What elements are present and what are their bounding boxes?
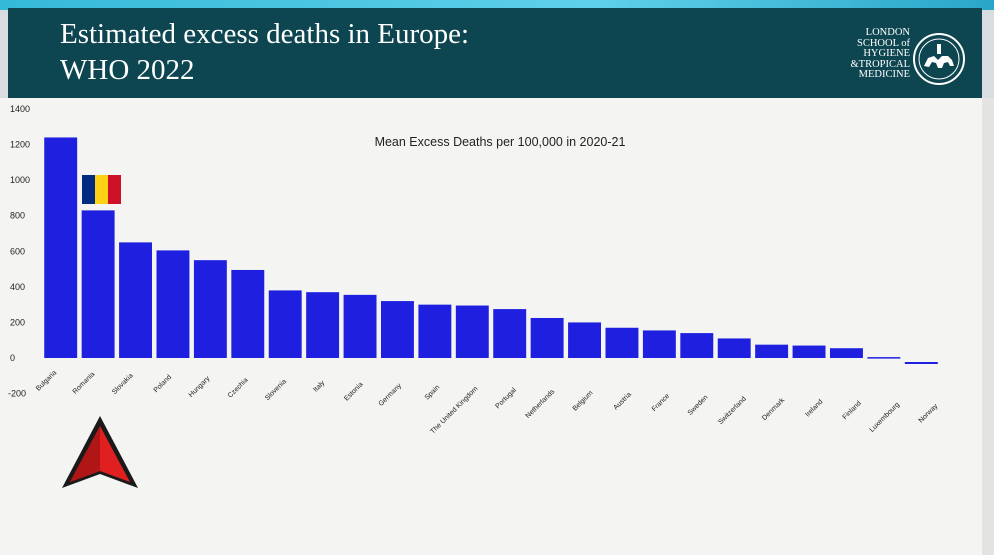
- slide-title-line-1: Estimated excess deaths in Europe:: [60, 18, 470, 50]
- x-category-label: Bulgaria: [35, 369, 58, 392]
- bar-norway: [904, 362, 938, 364]
- bar-belgium: [568, 322, 602, 358]
- bar-poland: [156, 250, 190, 358]
- bar-portugal: [493, 309, 527, 358]
- x-category-label: Hungary: [188, 375, 212, 399]
- slide-header: Estimated excess deaths in Europe: WHO 2…: [8, 8, 982, 98]
- logo-line: MEDICINE: [858, 69, 910, 80]
- slide-title-line-2: WHO 2022: [60, 54, 195, 86]
- bar-luxembourg: [867, 357, 901, 359]
- x-category-label: Austria: [613, 391, 633, 411]
- bar-italy: [306, 292, 340, 358]
- bar-slovenia: [268, 290, 302, 358]
- x-category-label: Germany: [378, 382, 404, 408]
- x-category-label: Belgium: [572, 390, 595, 413]
- x-category-label: Sweden: [687, 394, 710, 417]
- bar-austria: [605, 327, 639, 358]
- x-category-label: Estonia: [343, 381, 365, 403]
- bar-czechia: [231, 269, 265, 358]
- bar-switzerland: [717, 338, 751, 358]
- x-category-label: Netherlands: [525, 388, 557, 420]
- school-crest-icon: [913, 33, 965, 85]
- x-category-label: Spain: [424, 384, 442, 402]
- x-category-label: Ireland: [804, 398, 824, 418]
- x-category-label: Slovakia: [111, 372, 135, 396]
- x-category-label: Italy: [312, 379, 326, 393]
- y-tick-label: 1400: [10, 104, 30, 114]
- x-category-label: Luxembourg: [869, 401, 902, 434]
- y-tick-label: 200: [10, 317, 25, 327]
- y-tick-label: 600: [10, 246, 25, 256]
- bar-hungary: [193, 260, 227, 358]
- bar-slovakia: [119, 242, 153, 358]
- flag-stripe: [108, 175, 121, 204]
- bar-the-united-kingdom: [455, 305, 489, 358]
- x-category-label: Switzerland: [717, 395, 748, 426]
- flag-stripe: [82, 175, 95, 204]
- x-category-label: Slovenia: [264, 378, 288, 402]
- bar-spain: [418, 304, 452, 358]
- x-category-label: Poland: [153, 374, 173, 394]
- flag-stripe: [95, 175, 108, 204]
- bar-france: [642, 330, 676, 358]
- logo-line: SCHOOL of: [857, 37, 910, 49]
- y-tick-label: 400: [10, 282, 25, 292]
- bar-denmark: [755, 344, 789, 358]
- lshtm-logo-text: LONDON SCHOOL of HYGIENE &TROPICAL MEDIC…: [838, 27, 910, 81]
- red-arrow-logo-icon: [62, 416, 138, 488]
- y-tick-label: 1200: [10, 140, 30, 150]
- screen-edge: [982, 98, 994, 555]
- y-tick-label: 1000: [10, 175, 30, 185]
- logo-line: HYGIENE: [863, 48, 910, 59]
- chart-title: Mean Excess Deaths per 100,000 in 2020-2…: [375, 135, 626, 149]
- bar-bulgaria: [44, 137, 78, 358]
- bar-germany: [380, 301, 414, 358]
- x-category-label: Finland: [842, 400, 863, 421]
- bar-ireland: [792, 345, 826, 358]
- bar-estonia: [343, 294, 377, 358]
- logo-line: &TROPICAL: [850, 58, 910, 70]
- y-tick-label: 0: [10, 353, 15, 363]
- x-category-label: Romania: [72, 371, 97, 396]
- bar-netherlands: [530, 317, 564, 358]
- romania-flag-icon: [82, 175, 121, 204]
- top-accent-strip: [0, 0, 994, 10]
- bar-finland: [829, 348, 863, 358]
- x-category-label: Denmark: [761, 397, 786, 422]
- bar-sweden: [680, 333, 714, 358]
- x-category-label: Portugal: [495, 387, 519, 411]
- logo-line: LONDON: [865, 27, 910, 38]
- x-category-label: France: [651, 393, 671, 413]
- y-tick-label: 800: [10, 211, 25, 221]
- x-category-label: Norway: [918, 402, 940, 424]
- y-tick-label: -200: [8, 389, 26, 399]
- bar-romania: [81, 210, 115, 358]
- x-category-label: Czechia: [227, 377, 250, 400]
